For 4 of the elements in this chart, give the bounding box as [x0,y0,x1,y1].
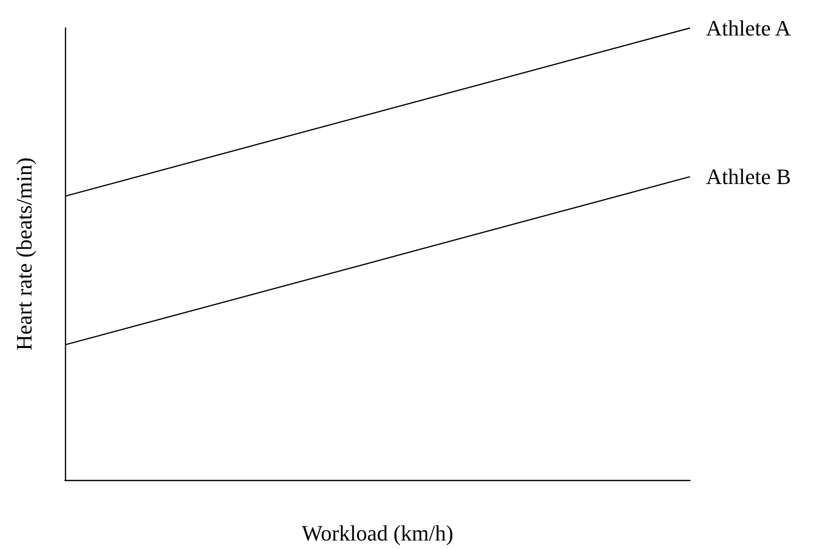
x-axis-title: Workload (km/h) [302,520,454,546]
series-label: Athlete B [706,164,791,190]
y-axis-title: Heart rate (beats/min) [12,157,36,351]
series-label: Athlete A [706,16,792,40]
